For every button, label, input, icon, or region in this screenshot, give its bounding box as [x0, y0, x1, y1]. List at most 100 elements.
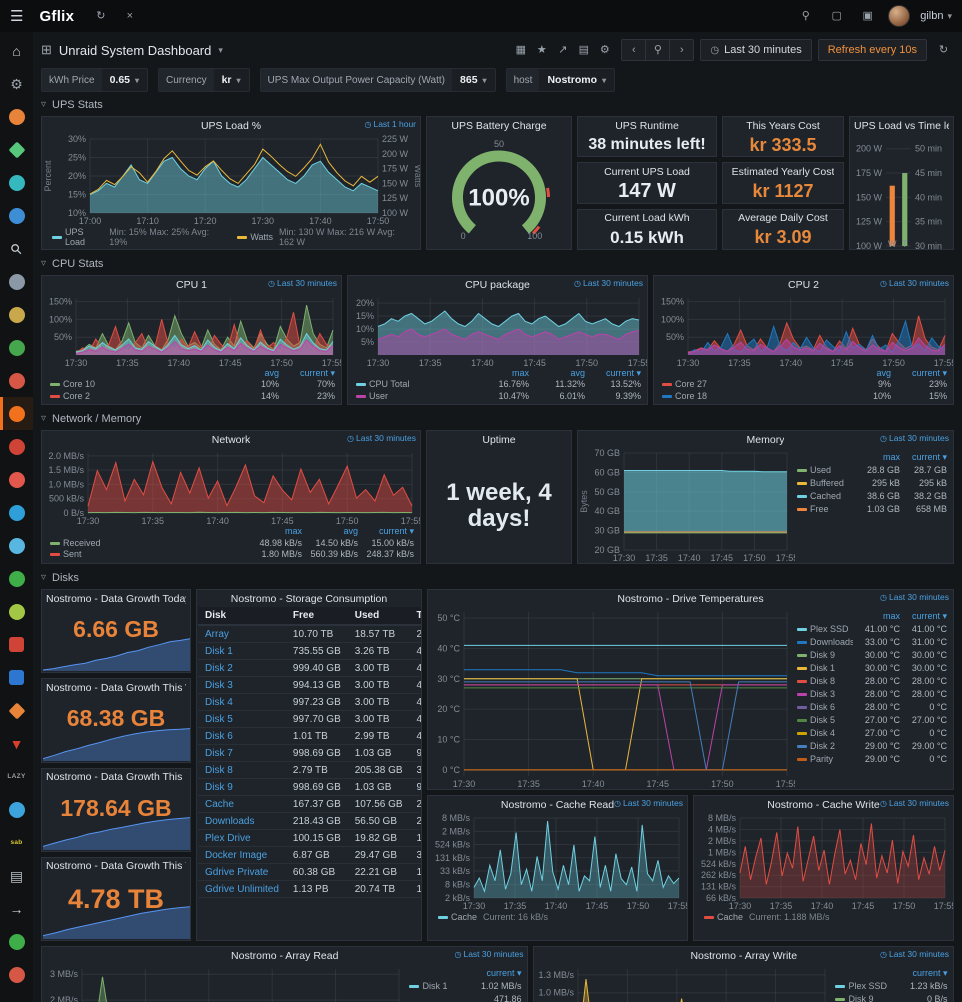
legend-item[interactable]: Disk 3 28.00 °C 28.00 °C: [797, 688, 947, 701]
panel-title-bar[interactable]: CPU 1 ◷ Last 30 minutes: [42, 276, 341, 293]
variable-value-dropdown[interactable]: 0.65 ▾: [109, 74, 140, 86]
legend-sort-header[interactable]: max: [511, 367, 529, 378]
legend-item[interactable]: Cached 38.6 GB 38.2 GB: [797, 490, 947, 503]
cache-write-chart[interactable]: 66 kB/s 131 kB/s 262 kB/s 524 kB/s 1 MB/s 2 M…: [694, 813, 953, 911]
sidebar-app-github[interactable]: [0, 925, 33, 958]
legend-item[interactable]: Received 48.98 kB/s 14.50 kB/s 15.00 kB/s: [50, 538, 414, 550]
panel-title-bar[interactable]: Uptime: [427, 431, 571, 448]
avatar[interactable]: [888, 5, 911, 27]
sidebar-app-red[interactable]: [0, 364, 33, 397]
legend-item[interactable]: Core 10 10% 70%: [50, 379, 335, 391]
panel-title-bar[interactable]: Estimated Yearly Cost: [723, 163, 843, 180]
refresh-icon[interactable]: ↻: [938, 44, 949, 56]
ups-load-chart[interactable]: 10% 15% 20% 25% 30% 100 W 125 W 150 W 175 W 200 W…: [42, 134, 420, 226]
add-panel-icon[interactable]: ▦: [515, 44, 527, 56]
sidebar-logout-icon[interactable]: →: [0, 892, 33, 925]
sidebar-app-book[interactable]: ▤: [0, 859, 33, 892]
time-range-badge[interactable]: ◷ Last 30 minutes: [347, 433, 416, 443]
legend-sort-header[interactable]: avg: [264, 367, 279, 378]
section-network-memory[interactable]: ▿ Network / Memory: [41, 410, 954, 427]
legend-item[interactable]: Disk 2 29.00 °C 29.00 °C: [797, 740, 947, 753]
legend-item[interactable]: Downloads471.86 kB/s: [422, 994, 522, 1002]
table-column-header[interactable]: Used: [347, 607, 410, 626]
sidebar-app-grey[interactable]: [0, 265, 33, 298]
variable-value-dropdown[interactable]: Nostromo ▾: [547, 74, 607, 86]
share-icon[interactable]: ↗: [558, 44, 568, 56]
variable-value-dropdown[interactable]: 865 ▾: [460, 74, 487, 86]
time-range-badge[interactable]: ◷ Last 30 minutes: [880, 592, 949, 602]
legend-sort-header[interactable]: current ▾: [486, 968, 522, 978]
user-menu[interactable]: gilbn ▾: [920, 10, 952, 22]
panel-title-bar[interactable]: UPS Runtime: [578, 117, 716, 134]
legend-item[interactable]: Buffered 295 kB 295 kB: [797, 477, 947, 490]
time-range-badge[interactable]: ◷ Last 30 minutes: [880, 798, 949, 808]
sidebar-app-green-diamond[interactable]: [0, 133, 33, 166]
panel-title-bar[interactable]: Nostromo - Data Growth Today: [42, 590, 190, 607]
legend-sort-header[interactable]: avg: [570, 367, 585, 378]
legend-item[interactable]: Core 2 14% 23%: [50, 391, 335, 403]
time-range-badge[interactable]: ◷ Last 30 minutes: [880, 433, 949, 443]
array-read-chart[interactable]: 0 B/s1 MB/s2 MB/s3 MB/s17:3017:3517:4017…: [42, 964, 407, 1002]
time-range-badge[interactable]: ◷ Last 1 hour: [364, 119, 416, 129]
panel-title-bar[interactable]: UPS Battery Charge: [427, 117, 571, 134]
legend-item[interactable]: CPU Total 16.76% 11.32% 13.52%: [356, 379, 641, 391]
nav-close-icon[interactable]: ×: [126, 10, 134, 22]
sidebar-app-emerald[interactable]: [0, 562, 33, 595]
legend-item[interactable]: Disk 8 28.00 °C 28.00 °C: [797, 675, 947, 688]
sidebar-app-blue-square[interactable]: [0, 661, 33, 694]
panel-title-bar[interactable]: Network ◷ Last 30 minutes: [42, 431, 420, 448]
legend-item[interactable]: Core 18 10% 15%: [662, 391, 947, 403]
sidebar-settings-icon[interactable]: ⚙: [0, 67, 33, 100]
time-forward-icon[interactable]: ›: [680, 44, 684, 56]
section-disks[interactable]: ▿ Disks: [41, 569, 954, 586]
time-range-badge[interactable]: ◷ Last 30 minutes: [880, 949, 949, 959]
panel-title-bar[interactable]: Memory ◷ Last 30 minutes: [578, 431, 953, 448]
sidebar-app-teal[interactable]: [0, 166, 33, 199]
legend-sort-header[interactable]: current ▾: [911, 452, 947, 462]
time-range-badge[interactable]: ◷ Last 30 minutes: [574, 278, 643, 288]
sidebar-app-rose[interactable]: [0, 463, 33, 496]
sidebar-app-crimson[interactable]: [0, 430, 33, 463]
time-range-badge[interactable]: ◷ Last 30 minutes: [880, 278, 949, 288]
nav-search-icon[interactable]: ⚲: [801, 10, 810, 22]
legend-item[interactable]: Cache Current: 16 kB/s: [438, 912, 548, 922]
ups-load-time-bars-chart[interactable]: 100 W 125 W 150 W 175 W 200 W 30 min 35 min 40 …: [850, 134, 953, 249]
panel-title-bar[interactable]: UPS Load vs Time left: [850, 117, 953, 134]
sidebar-app-lightblue[interactable]: [0, 529, 33, 562]
sidebar-app-sab[interactable]: sab: [0, 826, 33, 859]
sidebar-app-orange[interactable]: [0, 100, 33, 133]
refresh-interval-button[interactable]: Refresh every 10s: [817, 39, 927, 61]
panel-title-bar[interactable]: Nostromo - Data Growth This Year: [42, 858, 190, 875]
cpu2-chart[interactable]: 50% 100% 150% 17:30 17:35 17:40 17:45 17:50 17:5…: [654, 293, 953, 368]
nav-fullscreen-icon[interactable]: ▢: [831, 10, 842, 22]
panel-title-bar[interactable]: Nostromo - Drive Temperatures ◷ Last 30 m…: [428, 590, 953, 607]
legend-sort-header[interactable]: max: [284, 526, 302, 536]
variable-value-dropdown[interactable]: kr ▾: [221, 74, 241, 86]
time-range-picker[interactable]: ◷ Last 30 minutes: [700, 39, 812, 61]
time-range-badge[interactable]: ◷ Last 30 minutes: [614, 798, 683, 808]
sidebar-app-maroon[interactable]: [0, 958, 33, 991]
legend-item[interactable]: Disk 1 30.00 °C 30.00 °C: [797, 662, 947, 675]
legend-item[interactable]: Downloads 33.00 °C 31.00 °C: [797, 636, 947, 649]
sidebar-app-droplet[interactable]: [0, 793, 33, 826]
legend-sort-header[interactable]: max: [882, 611, 900, 621]
sidebar-app-orange-diamond[interactable]: [0, 694, 33, 727]
panel-title-bar[interactable]: Current UPS Load: [578, 163, 716, 180]
legend-item[interactable]: Sent 1.80 MB/s 560.39 kB/s 248.37 kB/s: [50, 549, 414, 561]
legend-item[interactable]: Cache Current: 1.188 MB/s: [704, 912, 830, 922]
legend-sort-header[interactable]: current ▾: [912, 968, 948, 978]
dashboard-title-dropdown[interactable]: ⊞ Unraid System Dashboard ▾: [41, 42, 223, 58]
hamburger-menu-icon[interactable]: ☰: [10, 8, 24, 25]
panel-title-bar[interactable]: Nostromo - Array Write ◷ Last 30 minutes: [534, 947, 953, 964]
network-chart[interactable]: 0 B/s 500 kB/s 1.0 MB/s 1.5 MB/s 2.0 MB/s 17:…: [42, 448, 420, 526]
sidebar-app-blue[interactable]: [0, 199, 33, 232]
array-write-chart[interactable]: 700 kB/s1.0 MB/s1.3 MB/s17:3017:3517:401…: [534, 964, 833, 1002]
legend-item[interactable]: Plex SSD 1.23 kB/s: [835, 980, 947, 993]
sidebar-app-lazy[interactable]: LAZY: [0, 760, 33, 793]
legend-sort-header[interactable]: current ▾: [299, 367, 335, 378]
nav-refresh-icon[interactable]: ↻: [96, 10, 106, 22]
settings-icon[interactable]: ⚙: [599, 44, 610, 56]
legend-item[interactable]: Used 28.8 GB 28.7 GB: [797, 464, 947, 477]
panel-title-bar[interactable]: Average Daily Cost: [723, 210, 843, 227]
